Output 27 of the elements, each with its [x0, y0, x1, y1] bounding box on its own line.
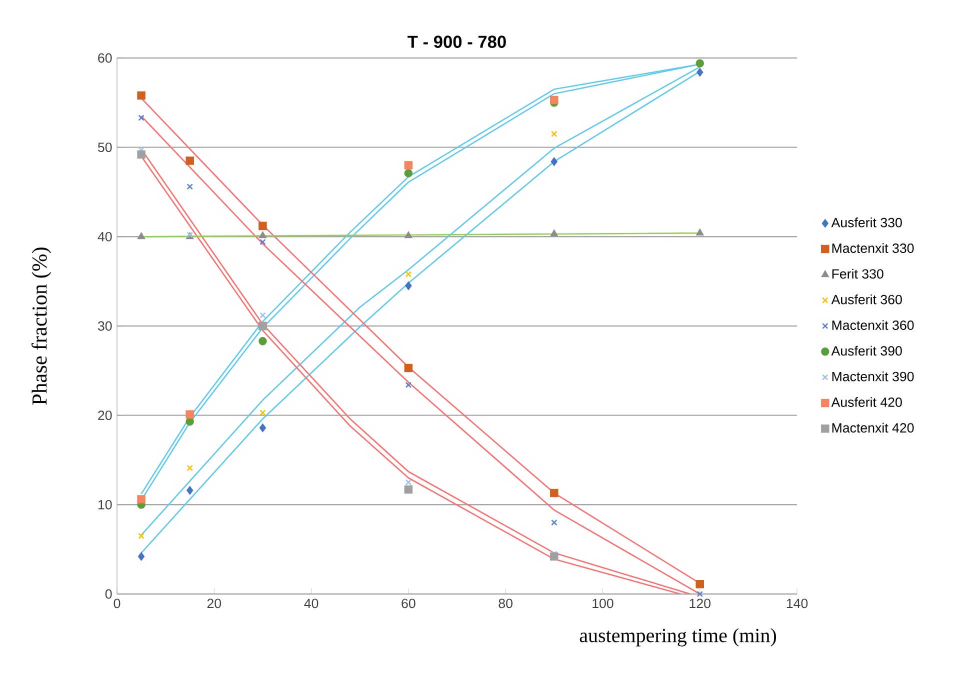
x-tick-label: 140 [786, 598, 808, 608]
legend-label: Ferit 330 [832, 268, 884, 279]
y-tick-label: 10 [98, 500, 112, 510]
y-tick-label: 0 [105, 589, 112, 599]
x-tick-label: 80 [498, 598, 512, 608]
y-tick-label: 20 [98, 410, 112, 420]
legend-label: Mactenxit 360 [832, 320, 914, 330]
legend-label: Ausferit 360 [831, 294, 902, 304]
legend-label: Ausferit 330 [831, 218, 902, 228]
legend-label: Mactenxit 390 [832, 371, 914, 382]
x-tick-label: 20 [207, 598, 222, 608]
legend-label: Mactenxit 420 [832, 422, 914, 433]
y-tick-label: 60 [98, 53, 112, 63]
x-axis-title: austempering time (min) [580, 628, 776, 646]
x-tick-label: 0 [114, 598, 120, 608]
legend-label: Ausferit 420 [831, 397, 902, 407]
x-tick-label: 120 [690, 598, 710, 608]
legend-label: Mactenxit 330 [832, 243, 914, 253]
y-axis-title: Phase fraction (%) [32, 248, 52, 405]
x-tick-label: 100 [592, 598, 614, 608]
y-tick-label: 40 [98, 232, 112, 242]
y-tick-label: 50 [98, 142, 112, 152]
x-tick-label: 40 [304, 598, 318, 608]
legend-label: Ausferit 390 [831, 346, 902, 356]
y-tick-label: 30 [98, 321, 112, 331]
x-tick-label: 60 [402, 598, 416, 608]
chart-title: T - 900 - 780 [408, 36, 506, 48]
